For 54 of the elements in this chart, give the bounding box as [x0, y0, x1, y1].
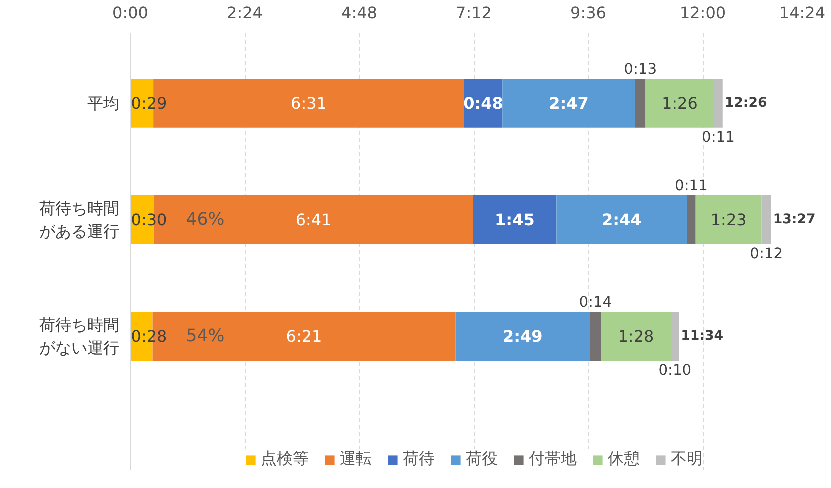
x-tick-label: 2:24	[227, 4, 263, 22]
data-label: 2:47	[549, 94, 589, 113]
x-tick-label: 4:48	[342, 4, 378, 22]
data-label: 0:10	[658, 362, 692, 380]
legend-label: 休憩	[608, 449, 640, 470]
data-label: 6:41	[296, 210, 332, 230]
data-label: 0:29	[131, 94, 168, 113]
legend-label: 点検等	[261, 449, 309, 470]
data-label: 6:31	[291, 94, 327, 113]
bar	[671, 312, 680, 361]
bar	[502, 78, 636, 128]
bar	[556, 195, 688, 244]
x-tick-label: 12:00	[680, 4, 726, 22]
data-label: 6:21	[286, 326, 322, 346]
data-label: 1:28	[618, 326, 654, 346]
data-label: 0:12	[750, 246, 784, 263]
data-label: 0:14	[579, 294, 612, 311]
bar	[714, 78, 723, 128]
y-tick-label: 平均	[88, 94, 120, 113]
total-label: 11:34	[681, 328, 724, 344]
data-label: 2:44	[602, 210, 642, 230]
x-tick-label: 14:24	[779, 4, 826, 22]
legend-label: 荷役	[466, 449, 498, 470]
total-label: 12:26	[724, 96, 768, 111]
x-tick-label: 7:12	[456, 4, 492, 22]
x-tick-label: 0:00	[112, 4, 148, 22]
y-tick-label: 荷待ち時間がある運行	[40, 199, 120, 241]
legend-label: 荷待	[403, 449, 435, 470]
bar	[473, 195, 557, 244]
legend-label: 不明	[671, 449, 703, 470]
data-label: 0:13	[624, 60, 658, 78]
y-tick-label: 荷待ち時間がない運行	[40, 316, 120, 358]
data-label: 0:30	[131, 210, 168, 230]
annotation: 46%	[186, 210, 225, 230]
bar	[590, 312, 602, 361]
bar	[687, 195, 696, 244]
legend-label: 運転	[340, 449, 372, 470]
bar	[601, 312, 672, 361]
data-label: 0:28	[131, 326, 168, 346]
data-label: 2:49	[503, 326, 543, 346]
bar	[696, 195, 762, 244]
data-label: 1:23	[710, 210, 747, 230]
annotation: 54%	[186, 326, 225, 346]
legend-label: 付帯地	[529, 449, 577, 470]
bar	[635, 78, 646, 128]
bar	[762, 195, 772, 244]
data-label: 0:11	[702, 129, 735, 146]
total-label: 13:27	[773, 212, 816, 228]
bar	[646, 78, 714, 128]
data-label: 1:45	[495, 210, 535, 230]
data-label: 0:11	[675, 177, 708, 194]
bar	[456, 312, 590, 361]
x-tick-label: 9:36	[570, 4, 606, 22]
data-label: 1:26	[662, 94, 698, 113]
